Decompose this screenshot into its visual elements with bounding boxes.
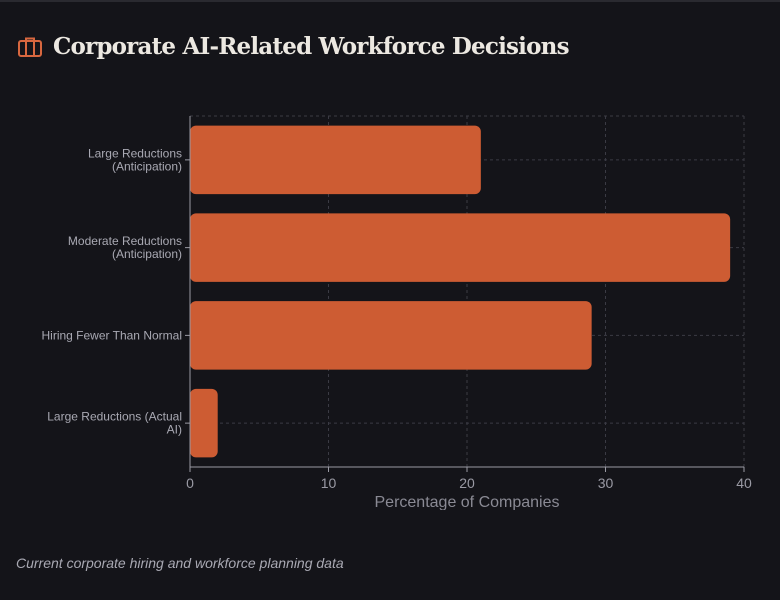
- bar: [190, 213, 731, 282]
- top-border: [0, 0, 780, 2]
- y-tick-label: (Anticipation): [112, 159, 182, 173]
- x-tick-label: 10: [321, 475, 337, 491]
- y-tick-label: Large Reductions (Actual: [47, 410, 182, 424]
- x-tick-label: 20: [459, 475, 475, 491]
- y-tick-label: Hiring Fewer Than Normal: [42, 328, 183, 342]
- x-tick-label: 30: [598, 475, 614, 491]
- bar: [190, 301, 592, 370]
- x-tick-label: 0: [186, 475, 194, 491]
- bar: [190, 125, 481, 195]
- y-tick-label: AI): [167, 423, 182, 437]
- x-axis-label: Percentage of Companies: [375, 494, 560, 510]
- y-tick-label: (Anticipation): [112, 247, 182, 261]
- y-tick-label: Large Reductions: [88, 146, 182, 160]
- chart-header: Corporate AI-Related Workforce Decisions: [17, 33, 570, 60]
- chart-title: Corporate AI-Related Workforce Decisions: [53, 33, 570, 60]
- x-tick-label: 40: [736, 475, 752, 491]
- y-tick-label: Moderate Reductions: [68, 234, 182, 248]
- chart-caption: Current corporate hiring and workforce p…: [16, 555, 344, 571]
- briefcase-icon: [18, 37, 42, 57]
- bar: [190, 388, 218, 458]
